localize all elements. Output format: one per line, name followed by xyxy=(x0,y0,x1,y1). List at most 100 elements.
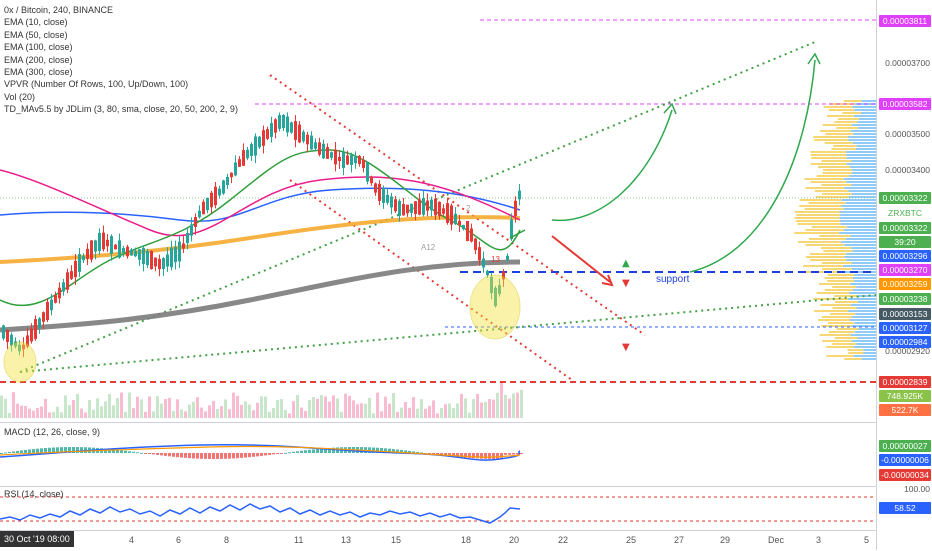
macd-bar xyxy=(392,449,395,453)
indicator-ema100[interactable]: EMA (100, close) xyxy=(4,42,73,53)
macd-bar xyxy=(220,453,223,459)
volume-bar xyxy=(348,395,351,418)
price-axis[interactable]: 0.00003700 0.00003500 0.00003400 0.00002… xyxy=(876,0,932,550)
vpvr-bar xyxy=(849,166,876,168)
volume-bar xyxy=(120,392,123,418)
volume-bar xyxy=(116,398,119,418)
vpvr-bar xyxy=(827,115,854,117)
volume-bar xyxy=(208,405,211,418)
vpvr-bar xyxy=(824,142,853,144)
vpvr-bar xyxy=(850,283,876,285)
macd-legend[interactable]: MACD (12, 26, close, 9) xyxy=(4,427,101,437)
candle-body xyxy=(510,219,513,240)
indicator-ema300[interactable]: EMA (300, close) xyxy=(4,67,73,78)
vpvr-bar xyxy=(846,253,876,255)
vpvr-bar xyxy=(855,313,876,315)
candle-body xyxy=(50,299,53,311)
candle-body xyxy=(90,240,93,260)
macd-chart-svg xyxy=(0,443,523,461)
macd-bar xyxy=(200,453,203,459)
volume-bar xyxy=(472,399,475,418)
time-axis-label: 8 xyxy=(224,535,230,545)
projection-arrow-long-head xyxy=(807,52,821,65)
indicator-vpvr[interactable]: VPVR (Number Of Rows, 100, Up/Down, 100) xyxy=(4,79,189,90)
candle-body xyxy=(458,220,461,226)
price-tag: 748.925K xyxy=(879,390,931,402)
candle-body xyxy=(158,258,161,270)
symbol-title[interactable]: 0x / Bitcoin, 240, BINANCE xyxy=(4,5,114,15)
vpvr-bar xyxy=(810,163,847,165)
up-signal-arrow: ▲ xyxy=(622,258,630,269)
ema-200-line xyxy=(0,215,521,264)
candle-body xyxy=(418,199,421,215)
channel-lower-line xyxy=(289,179,573,381)
vpvr-bar xyxy=(855,148,876,150)
vpvr-bar xyxy=(848,190,876,192)
vpvr-bar xyxy=(843,100,862,102)
time-axis-label: 22 xyxy=(558,535,569,545)
macd-bar xyxy=(48,447,51,453)
volume-bar xyxy=(288,413,291,418)
macd-pane[interactable]: MACD (12, 26, close, 9) xyxy=(0,422,876,485)
volume-bar xyxy=(240,404,243,418)
vpvr-bar xyxy=(820,130,851,132)
vpvr-bar xyxy=(819,283,851,285)
vpvr-bar xyxy=(846,157,876,159)
volume-bar xyxy=(456,403,459,418)
volume-bar xyxy=(132,408,135,418)
vpvr-bar xyxy=(838,118,859,120)
volume-bar xyxy=(492,399,495,418)
indicator-td-mav[interactable]: TD_MAv5.5 by JDLim (3, 80, sma, close, 2… xyxy=(4,104,238,115)
indicator-ema10[interactable]: EMA (10, close) xyxy=(4,17,68,28)
vpvr-bar xyxy=(850,130,876,132)
candle-body xyxy=(402,204,405,216)
volume-bar xyxy=(368,397,371,418)
vpvr-bar xyxy=(851,316,876,318)
macd-bar xyxy=(56,447,59,453)
price-tag: ZRXBTC xyxy=(879,207,931,219)
candle-body xyxy=(162,258,165,269)
vpvr-bar xyxy=(823,250,853,252)
vpvr-bar xyxy=(811,157,847,159)
vpvr-bar xyxy=(849,175,876,177)
candle-body xyxy=(294,121,297,140)
vpvr-bar xyxy=(826,355,854,357)
volume-bar xyxy=(108,394,111,418)
macd-bar xyxy=(8,451,11,453)
rsi-pane[interactable]: RSI (14, close) xyxy=(0,486,876,531)
macd-bar xyxy=(108,448,111,453)
vpvr-bar xyxy=(803,265,844,267)
macd-bar xyxy=(212,453,215,459)
volume-bar xyxy=(128,392,131,418)
price-tag: 0.00003582 xyxy=(879,98,931,110)
price-pane[interactable]: ▲ ▼ ▼ 13 A12 2 0x / Bitcoin, 240, BINANC… xyxy=(0,0,876,420)
candle-body xyxy=(478,247,481,261)
macd-bar xyxy=(272,453,275,455)
price-tag: 0.00003153 xyxy=(879,308,931,320)
macd-bar xyxy=(420,452,423,454)
price-chart-svg[interactable]: ▲ ▼ ▼ 13 A12 2 xyxy=(0,0,876,420)
candle-body xyxy=(298,124,301,143)
macd-bar xyxy=(416,451,419,453)
volume-bar xyxy=(28,408,31,418)
vpvr-bar xyxy=(828,331,855,333)
vpvr-bar xyxy=(841,205,876,207)
volume-bar xyxy=(380,411,383,418)
indicator-vol[interactable]: Vol (20) xyxy=(4,91,36,102)
time-axis-label: 25 xyxy=(626,535,637,545)
macd-bar xyxy=(64,447,67,453)
volume-bar xyxy=(260,396,263,418)
time-axis[interactable]: Nov468111315182022252729Dec35 xyxy=(0,530,876,551)
time-axis-label: 4 xyxy=(129,535,135,545)
macd-bar xyxy=(156,453,159,455)
macd-bar xyxy=(328,447,331,453)
candle-body xyxy=(2,325,5,339)
rsi-legend[interactable]: RSI (14, close) xyxy=(4,489,64,499)
macd-bar xyxy=(412,451,415,453)
indicator-ema50[interactable]: EMA (50, close) xyxy=(4,29,68,40)
volume-bar xyxy=(396,411,399,418)
vpvr-bar xyxy=(854,322,876,324)
indicator-ema200[interactable]: EMA (200, close) xyxy=(4,54,73,65)
volume-bar xyxy=(432,400,435,418)
macd-bar xyxy=(184,453,187,458)
